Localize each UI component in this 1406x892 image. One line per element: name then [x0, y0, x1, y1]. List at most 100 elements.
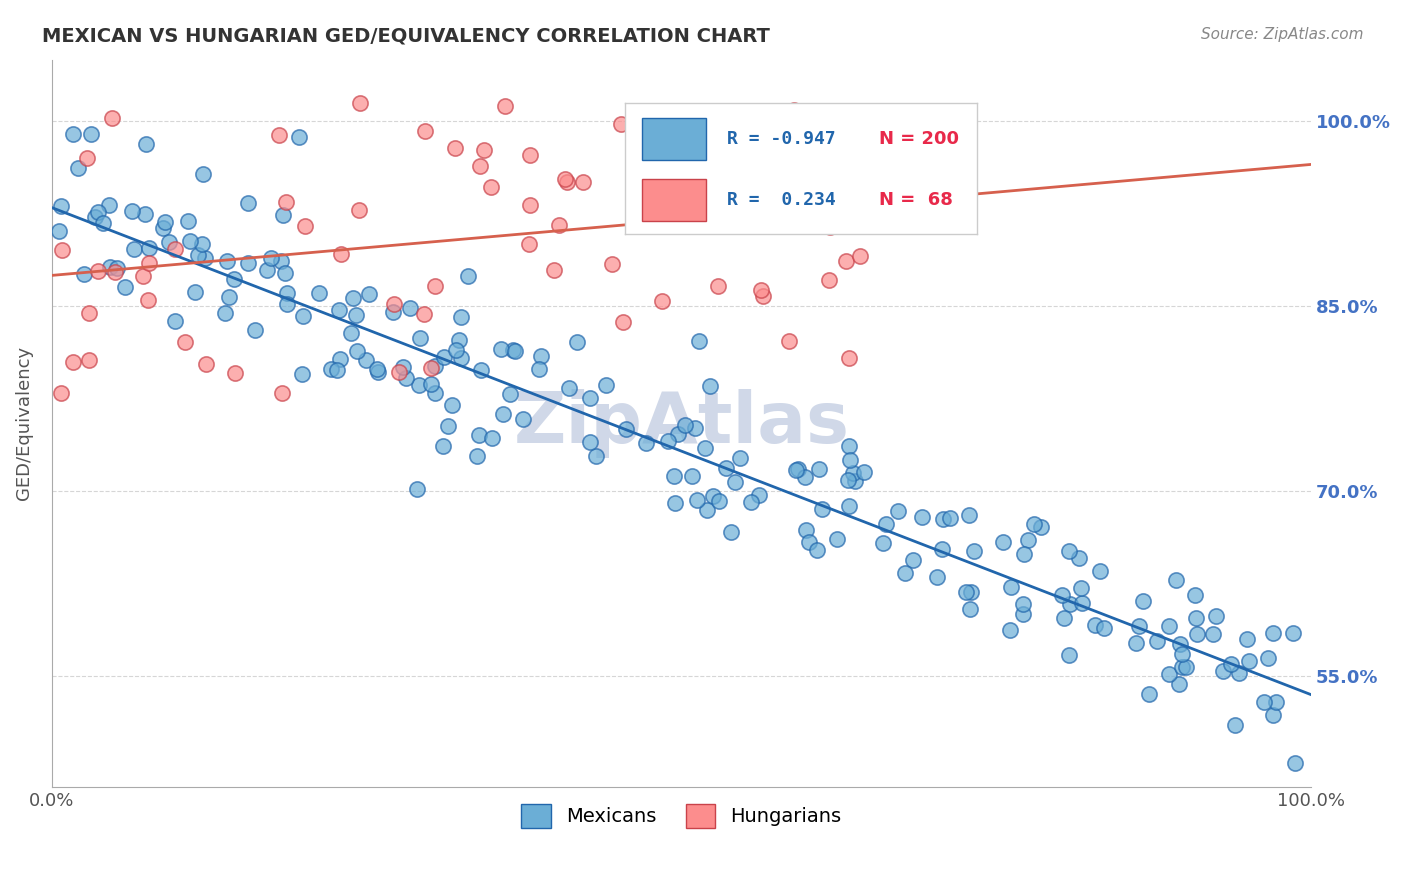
Point	[214, 306, 236, 320]
Point	[330, 247, 353, 261]
Point	[838, 499, 860, 513]
Point	[957, 508, 980, 522]
Point	[291, 367, 314, 381]
Point	[465, 450, 488, 464]
Point	[519, 148, 541, 162]
Point	[673, 418, 696, 433]
Point	[408, 331, 430, 345]
Point	[1132, 594, 1154, 608]
Point	[595, 378, 617, 392]
Point	[270, 385, 292, 400]
Point	[1050, 588, 1073, 602]
Point	[848, 203, 870, 218]
Point	[752, 289, 775, 303]
Point	[786, 462, 808, 476]
Point	[579, 392, 602, 406]
Point	[450, 310, 472, 324]
Point	[267, 128, 290, 142]
Point	[1261, 626, 1284, 640]
Point	[1167, 677, 1189, 691]
Point	[959, 584, 981, 599]
Point	[519, 198, 541, 212]
Point	[399, 301, 422, 315]
Point	[1137, 687, 1160, 701]
Point	[808, 462, 831, 476]
Text: ZipAtlas: ZipAtlas	[513, 389, 849, 458]
Point	[436, 419, 458, 434]
Point	[122, 242, 145, 256]
Point	[1185, 627, 1208, 641]
Point	[634, 178, 657, 193]
Point	[260, 252, 283, 266]
Point	[224, 272, 246, 286]
Point	[1164, 573, 1187, 587]
Point	[191, 237, 214, 252]
Point	[157, 235, 180, 250]
Point	[1146, 634, 1168, 648]
Point	[274, 195, 297, 210]
Point	[853, 192, 876, 206]
Point	[740, 495, 762, 509]
Point	[797, 535, 820, 549]
Point	[770, 195, 793, 210]
Point	[420, 361, 443, 376]
Point	[716, 460, 738, 475]
Point	[696, 503, 718, 517]
Point	[903, 553, 925, 567]
Point	[405, 482, 427, 496]
Point	[962, 544, 984, 558]
Point	[825, 533, 848, 547]
Point	[1174, 659, 1197, 673]
Point	[340, 326, 363, 340]
Point	[769, 151, 792, 165]
Point	[49, 199, 72, 213]
Point	[1237, 654, 1260, 668]
Point	[84, 210, 107, 224]
Point	[87, 264, 110, 278]
Point	[724, 475, 747, 490]
Point	[256, 262, 278, 277]
Point	[412, 307, 434, 321]
Point	[707, 279, 730, 293]
Point	[503, 344, 526, 359]
Point	[62, 355, 84, 369]
Point	[49, 385, 72, 400]
Point	[704, 207, 727, 221]
Point	[347, 203, 370, 218]
Point	[243, 323, 266, 337]
Point	[492, 407, 515, 421]
Point	[517, 236, 540, 251]
Point	[1029, 520, 1052, 534]
Point	[875, 516, 897, 531]
Point	[388, 365, 411, 379]
Point	[614, 422, 637, 436]
Point	[931, 542, 953, 557]
Point	[132, 268, 155, 283]
Point	[783, 103, 806, 117]
Point	[1011, 597, 1033, 611]
Point	[321, 362, 343, 376]
Point	[748, 488, 770, 502]
Point	[555, 175, 578, 189]
Point	[1170, 659, 1192, 673]
Point	[163, 242, 186, 256]
Point	[811, 502, 834, 516]
Point	[48, 224, 70, 238]
Point	[342, 291, 364, 305]
Point	[1253, 695, 1275, 709]
Point	[567, 335, 589, 350]
Point	[834, 217, 856, 231]
Point	[1236, 632, 1258, 646]
Point	[152, 221, 174, 235]
Point	[294, 219, 316, 233]
Point	[554, 172, 576, 186]
Point	[354, 352, 377, 367]
Point	[457, 269, 479, 284]
Point	[413, 124, 436, 138]
Y-axis label: GED/Equivalency: GED/Equivalency	[15, 346, 32, 500]
Point	[1157, 619, 1180, 633]
Point	[97, 198, 120, 212]
Point	[959, 602, 981, 616]
Point	[502, 343, 524, 358]
Point	[187, 248, 209, 262]
